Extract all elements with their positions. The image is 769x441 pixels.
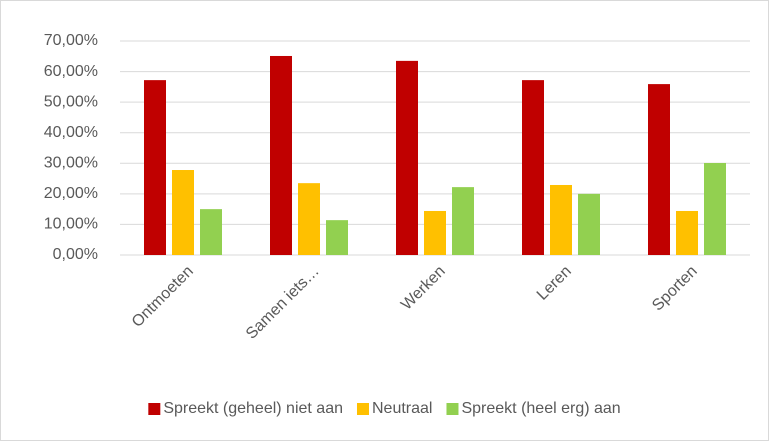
- y-tick-label: 40,00%: [44, 124, 98, 141]
- y-tick-label: 60,00%: [44, 63, 98, 80]
- bar: [676, 210, 698, 255]
- bar: [424, 210, 446, 255]
- bar: [200, 209, 222, 255]
- legend-swatch: [148, 403, 161, 415]
- legend-label: Neutraal: [372, 400, 432, 417]
- legend-label: Spreekt (geheel) niet aan: [163, 400, 343, 417]
- bar: [396, 60, 418, 255]
- y-tick-label: 20,00%: [44, 185, 98, 202]
- bar: [578, 193, 600, 255]
- legend-swatch: [446, 403, 459, 415]
- legend-label: Spreekt (heel erg) aan: [461, 400, 620, 417]
- bar: [704, 162, 726, 255]
- bar: [522, 80, 544, 255]
- bar: [326, 220, 348, 255]
- y-tick-label: 0,00%: [53, 246, 98, 263]
- bar: [452, 187, 474, 255]
- bar: [648, 84, 670, 255]
- bar: [298, 183, 320, 255]
- y-tick-label: 10,00%: [44, 216, 98, 233]
- bar: [270, 55, 292, 256]
- y-tick-label: 50,00%: [44, 93, 98, 110]
- legend-swatch: [356, 403, 369, 415]
- bar: [550, 184, 572, 255]
- y-tick-label: 30,00%: [44, 155, 98, 172]
- bar: [172, 170, 194, 255]
- legend: Spreekt (geheel) niet aan Neutraal Spreekt…: [148, 400, 621, 417]
- y-tick-label: 70,00%: [44, 32, 98, 49]
- bar: [144, 80, 166, 255]
